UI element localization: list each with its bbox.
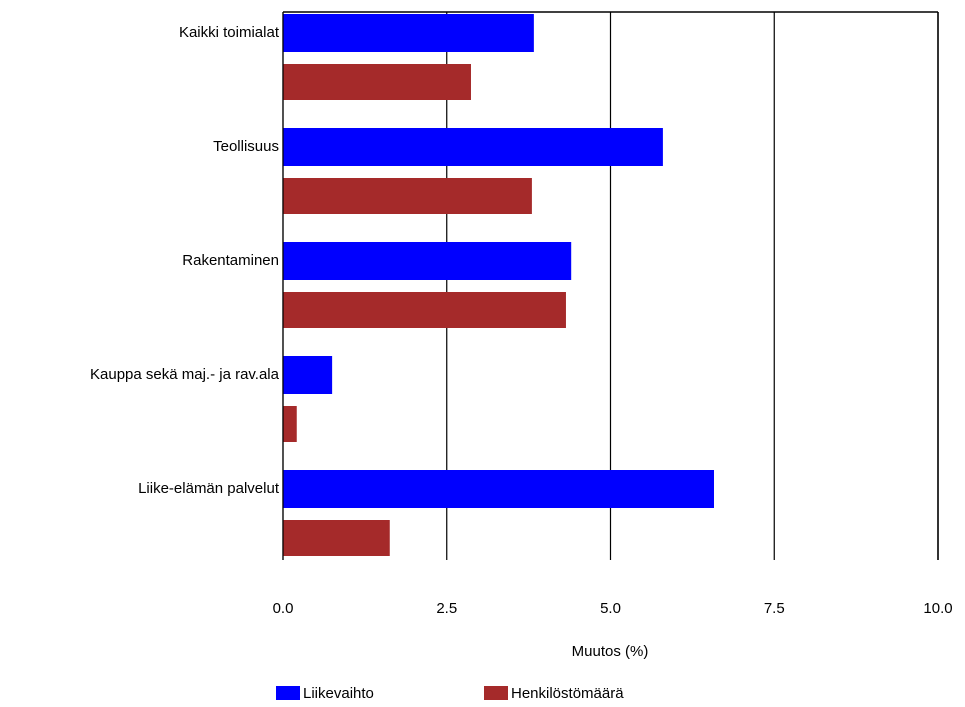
y-tick-label: Kaikki toimialat (179, 24, 280, 41)
y-tick-label: Kauppa sekä maj.- ja rav.ala (90, 366, 280, 383)
bar (283, 406, 297, 442)
y-tick-label: Liike-elämän palvelut (138, 480, 280, 497)
y-tick-label: Teollisuus (213, 138, 279, 155)
bar (283, 470, 714, 508)
bar (283, 242, 572, 280)
legend-label: Liikevaihto (303, 685, 374, 702)
bar (283, 128, 663, 166)
y-tick-label: Rakentaminen (182, 252, 279, 269)
bar (283, 64, 471, 100)
x-axis-label: Muutos (%) (572, 643, 649, 660)
legend-swatch (484, 686, 508, 700)
x-tick-label: 10.0 (923, 600, 952, 617)
x-tick-label: 5.0 (600, 600, 621, 617)
x-tick-label: 2.5 (436, 600, 457, 617)
bar (283, 520, 390, 556)
legend-label: Henkilöstömäärä (511, 685, 624, 702)
x-tick-label: 7.5 (764, 600, 785, 617)
bar (283, 14, 534, 52)
bar (283, 356, 333, 394)
bar (283, 292, 566, 328)
x-tick-label: 0.0 (273, 600, 294, 617)
legend-swatch (276, 686, 300, 700)
bar (283, 178, 532, 214)
